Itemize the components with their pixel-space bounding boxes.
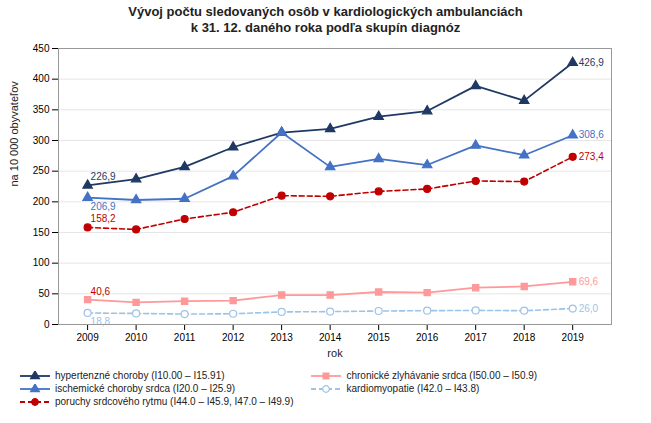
svg-text:150: 150	[33, 227, 50, 238]
svg-text:18,8: 18,8	[91, 316, 111, 327]
svg-text:na 10 000 obyvateľov: na 10 000 obyvateľov	[8, 81, 20, 187]
html-text:chronické zlyhávanie srdca (I5: chronické zlyhávanie srdca (I50.00 – I50…	[346, 370, 538, 381]
svg-text:rok: rok	[327, 347, 343, 359]
html-text:Vývoj počtu sledovaných osôb v: Vývoj počtu sledovaných osôb v kardiolog…	[128, 4, 523, 19]
svg-text:2011: 2011	[174, 332, 196, 343]
svg-text:2014: 2014	[319, 332, 342, 343]
svg-text:40,6: 40,6	[91, 286, 111, 297]
svg-text:69,6: 69,6	[579, 276, 599, 287]
svg-text:2016: 2016	[416, 332, 439, 343]
html-text:ischemické choroby srdca (I20.: ischemické choroby srdca (I20.0 – I25.9)	[55, 383, 236, 394]
svg-text:2009: 2009	[76, 332, 99, 343]
svg-text:2010: 2010	[125, 332, 148, 343]
svg-text:400: 400	[33, 73, 50, 84]
svg-text:250: 250	[33, 165, 50, 176]
svg-text:26,0: 26,0	[579, 303, 599, 314]
svg-text:158,2: 158,2	[91, 213, 116, 224]
svg-text:2019: 2019	[562, 332, 585, 343]
html-text:hypertenzné choroby (I10.00 –: hypertenzné choroby (I10.00 – I15.91)	[55, 370, 225, 381]
svg-text:50: 50	[38, 288, 50, 299]
svg-text:308,6: 308,6	[579, 129, 604, 140]
svg-text:2013: 2013	[271, 332, 294, 343]
svg-text:2012: 2012	[222, 332, 245, 343]
html-text:poruchy srdcového rytmu (I44.0: poruchy srdcového rytmu (I44.0 – I45.9, …	[55, 396, 294, 407]
svg-text:426,9: 426,9	[579, 57, 604, 68]
svg-text:0: 0	[44, 319, 50, 330]
svg-text:450: 450	[33, 43, 50, 54]
svg-text:2017: 2017	[465, 332, 488, 343]
svg-text:2015: 2015	[368, 332, 391, 343]
svg-text:2018: 2018	[513, 332, 536, 343]
svg-text:206,9: 206,9	[91, 201, 116, 212]
svg-text:300: 300	[33, 135, 50, 146]
svg-text:226,9: 226,9	[91, 171, 116, 182]
html-text:k 31. 12. daného roka podľa sk: k 31. 12. daného roka podľa skupín diagn…	[190, 20, 461, 35]
svg-text:273,4: 273,4	[579, 151, 604, 162]
html-text:kardiomyopatie (I42.0 – I43.8): kardiomyopatie (I42.0 – I43.8)	[346, 383, 480, 394]
svg-text:100: 100	[33, 257, 50, 268]
svg-text:350: 350	[33, 104, 50, 115]
svg-text:200: 200	[33, 196, 50, 207]
